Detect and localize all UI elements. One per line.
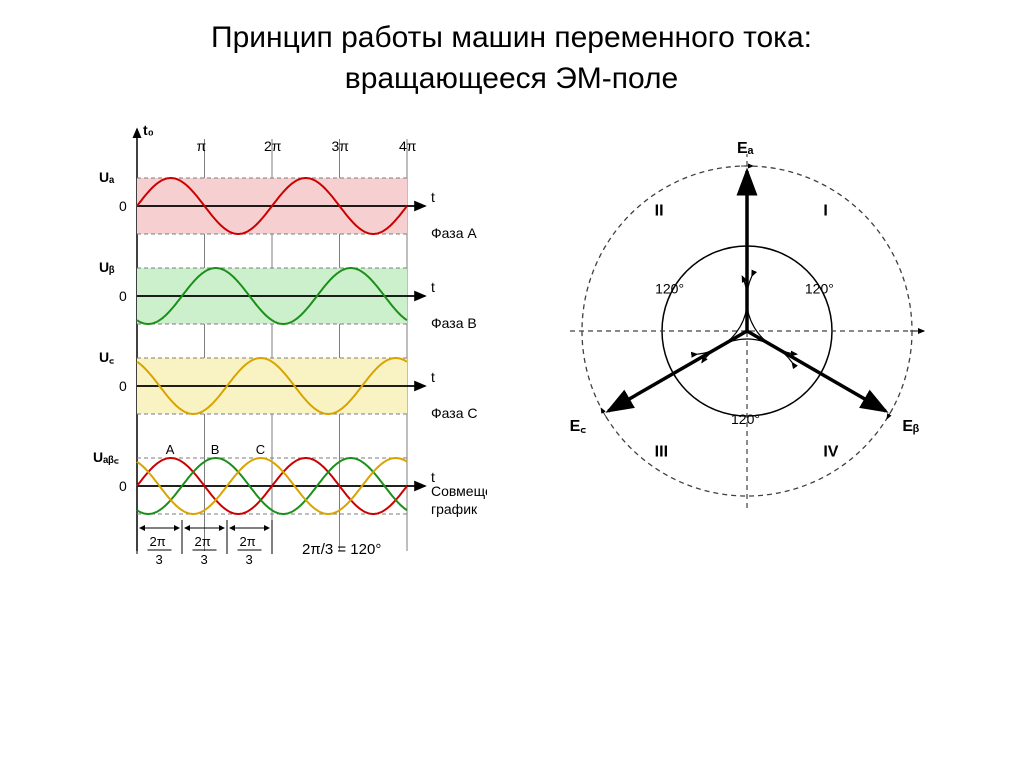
footer-frac-bot: 3 <box>245 552 252 567</box>
zero-label: 0 <box>119 288 127 304</box>
page-title: Принцип работы машин переменного тока: в… <box>0 0 1023 99</box>
xtick-label: 2π <box>264 138 282 154</box>
outer-tick <box>886 408 892 418</box>
footer-frac-top: 2π <box>239 534 255 549</box>
angle-label: 120° <box>804 281 833 297</box>
label-EA: Eₐ <box>737 140 754 157</box>
phase-legend: Фаза A <box>431 225 477 241</box>
footer-frac-bot: 3 <box>200 552 207 567</box>
title-line1: Принцип работы машин переменного тока: <box>211 21 812 54</box>
figure-row: t₀π2π3π4πtUₐ0Фаза AtUᵦ0Фаза BtU꜀0Фаза Ct… <box>0 121 1023 681</box>
quadrant-II: II <box>654 203 663 220</box>
quadrant-IV: IV <box>823 443 838 460</box>
footer-frac-top: 2π <box>149 534 165 549</box>
waveform-panel: t₀π2π3π4πtUₐ0Фаза AtUᵦ0Фаза BtU꜀0Фаза Ct… <box>57 121 487 681</box>
arc-AB <box>746 276 796 354</box>
phasor-svg: EₐEᵦE꜀120°120°120°IIIIIIIV <box>527 121 967 541</box>
xtick-label: 4π <box>399 138 417 154</box>
zero-label: 0 <box>119 378 127 394</box>
zero-label: 0 <box>119 478 127 494</box>
label-EB: Eᵦ <box>902 418 919 435</box>
phase-legend: Фаза B <box>431 315 477 331</box>
combined-ylabel: Uₐᵦ꜀ <box>93 449 119 465</box>
zero-label: 0 <box>119 198 127 214</box>
waveform-svg: t₀π2π3π4πtUₐ0Фаза AtUᵦ0Фаза BtU꜀0Фаза Ct… <box>57 121 487 681</box>
phase-ylabel: Uₐ <box>99 169 115 185</box>
t-axis-label: t <box>431 189 435 205</box>
phasor-panel: EₐEᵦE꜀120°120°120°IIIIIIIV <box>527 121 967 681</box>
phase-ylabel: Uᵦ <box>99 259 115 275</box>
quadrant-I: I <box>823 203 827 220</box>
combined-label-A: A <box>165 442 174 457</box>
phase-legend: Фаза C <box>431 405 477 421</box>
angle-label: 120° <box>731 411 760 427</box>
xtick-label: 3π <box>331 138 349 154</box>
outer-tick <box>601 408 607 418</box>
label-EC: E꜀ <box>569 418 586 435</box>
combined-label-C: C <box>255 442 264 457</box>
angle-label: 120° <box>655 281 684 297</box>
footer-frac-top: 2π <box>194 534 210 549</box>
t-axis-label: t <box>431 369 435 385</box>
footer-equation: 2π/3 = 120° <box>302 541 381 558</box>
combined-legend2: график <box>431 501 478 517</box>
combined-label-B: B <box>210 442 219 457</box>
footer-frac-bot: 3 <box>155 552 162 567</box>
t0-label: t₀ <box>143 122 154 138</box>
t-axis-label: t <box>431 279 435 295</box>
phase-ylabel: U꜀ <box>99 349 114 365</box>
arc-CA <box>697 276 747 354</box>
combined-legend1: Совмещенный <box>431 483 487 499</box>
quadrant-III: III <box>654 443 667 460</box>
title-line2: вращающееся ЭМ-поле <box>345 62 678 95</box>
xtick-label: π <box>196 138 206 154</box>
